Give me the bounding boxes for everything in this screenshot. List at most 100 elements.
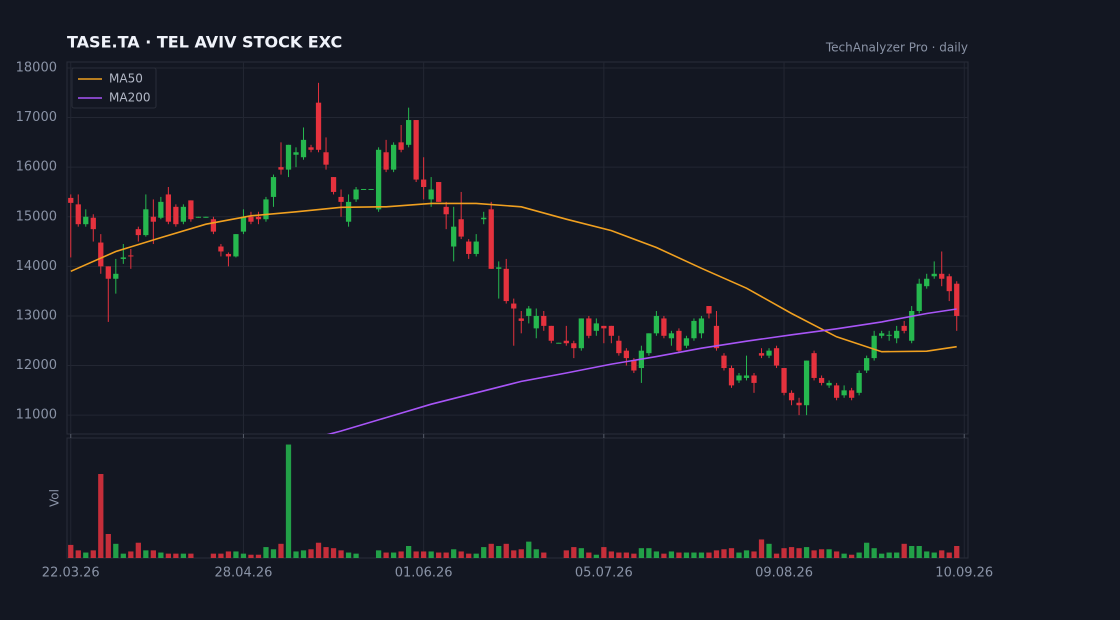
- volume-bar: [803, 547, 810, 558]
- volume-bar: [255, 554, 262, 558]
- volume-bar: [210, 553, 217, 558]
- candle-body: [608, 325, 614, 336]
- candles: [68, 82, 960, 434]
- candle-body: [533, 315, 539, 329]
- candle-body: [398, 142, 404, 150]
- candle-body: [353, 189, 359, 200]
- candle-body: [901, 325, 907, 331]
- candle-body: [390, 144, 397, 170]
- volume-bar: [143, 550, 149, 558]
- candle-body: [856, 372, 862, 393]
- candle-body: [143, 209, 149, 236]
- candle-body: [541, 315, 547, 326]
- volume-bar: [954, 546, 960, 558]
- volume-bar: [285, 444, 292, 558]
- candle-body: [518, 318, 524, 321]
- candle-body: [188, 200, 194, 220]
- volume-bar: [909, 546, 915, 558]
- volume-bar: [398, 551, 404, 558]
- candle-body: [150, 216, 156, 222]
- volume-bar: [728, 548, 735, 558]
- candle-body: [203, 216, 209, 218]
- volume-bar: [833, 551, 840, 558]
- volume-bar: [383, 552, 389, 558]
- volume-bar: [886, 552, 892, 558]
- ma-line: [70, 202, 957, 353]
- volume-bar: [743, 550, 750, 558]
- candle-body: [818, 377, 825, 383]
- candle-body: [428, 189, 434, 200]
- volume-bar: [683, 552, 690, 558]
- volume-bar: [338, 550, 344, 558]
- volume-bar: [751, 551, 757, 558]
- ma-line: [326, 308, 957, 434]
- candle-body: [864, 358, 870, 371]
- volume-bar: [766, 543, 772, 558]
- candle-body: [721, 355, 727, 369]
- candle-body: [668, 333, 675, 339]
- candle-body: [728, 368, 735, 386]
- candle-body: [879, 333, 885, 336]
- candle-body: [894, 330, 900, 339]
- volume-bar: [458, 551, 464, 558]
- candle-body: [406, 120, 412, 145]
- candle-body: [195, 216, 202, 218]
- candle-body: [360, 188, 367, 190]
- x-tick-label: 01.06.26: [395, 566, 453, 581]
- volume-bar: [323, 547, 329, 558]
- volume-bar: [518, 549, 524, 558]
- volume-bar: [939, 550, 945, 558]
- volume-bar: [248, 554, 254, 558]
- x-tick-label: 05.07.26: [575, 566, 633, 581]
- volume-bar: [75, 550, 81, 558]
- volume-bar: [894, 552, 900, 558]
- candle-body: [871, 335, 877, 359]
- candle-body: [128, 255, 134, 257]
- volume-bar: [916, 546, 922, 558]
- volume-bar: [218, 553, 224, 558]
- candle-body: [263, 199, 269, 220]
- volume-area: [66, 437, 969, 559]
- candle-body: [488, 209, 494, 269]
- candle-body: [135, 229, 141, 236]
- volume-bar: [390, 552, 397, 558]
- volume-bar: [533, 549, 539, 558]
- candle-body: [653, 315, 660, 334]
- y-tick-label: 17000: [16, 110, 57, 125]
- volume-bar: [691, 552, 697, 558]
- candle-body: [473, 241, 479, 254]
- volume-bar: [436, 552, 442, 558]
- candle-body: [285, 144, 292, 170]
- volume-bar: [68, 544, 74, 558]
- volume-bar: [924, 551, 930, 558]
- chart-subtitle: TechAnalyzer Pro · daily: [825, 41, 968, 55]
- volume-bar: [315, 542, 322, 558]
- volume-bar: [653, 551, 660, 558]
- candle-body: [421, 179, 427, 187]
- candle-body: [563, 340, 569, 344]
- candle-body: [788, 392, 795, 401]
- volume-bar: [623, 552, 629, 558]
- volume-bar: [706, 552, 712, 558]
- volume-bar: [661, 553, 667, 558]
- volume-bar: [773, 553, 780, 558]
- candle-body: [736, 375, 742, 381]
- y-tick-label: 18000: [16, 60, 57, 75]
- volume-bar: [818, 549, 825, 558]
- candle-body: [458, 219, 464, 237]
- volume-bar: [90, 550, 96, 558]
- candle-body: [451, 226, 457, 247]
- candle-body: [848, 390, 855, 398]
- volume-bar: [511, 550, 517, 558]
- candle-body: [586, 318, 592, 336]
- candle-body: [743, 375, 750, 378]
- volume-bar: [616, 552, 622, 558]
- candle-body: [758, 353, 765, 356]
- candle-body: [413, 120, 419, 180]
- volume-bar: [428, 551, 434, 558]
- plot-area: [66, 61, 969, 435]
- candle-body: [218, 246, 224, 252]
- volume-bar: [120, 553, 126, 558]
- candle-body: [233, 234, 239, 257]
- candle-body: [300, 139, 307, 158]
